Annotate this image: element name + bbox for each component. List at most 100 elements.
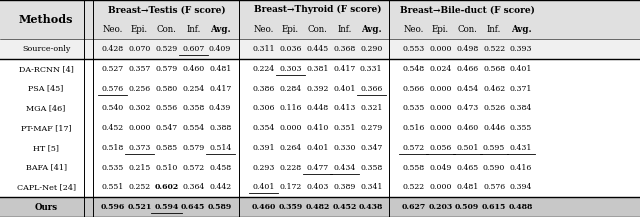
Text: 0.431: 0.431 xyxy=(510,144,532,152)
Text: 0.556: 0.556 xyxy=(156,105,177,112)
Text: 0.438: 0.438 xyxy=(359,203,383,211)
Text: 0.264: 0.264 xyxy=(280,144,301,152)
Text: 0.410: 0.410 xyxy=(307,124,328,132)
Text: 0.252: 0.252 xyxy=(129,183,150,191)
Text: 0.388: 0.388 xyxy=(209,124,231,132)
Text: 0.568: 0.568 xyxy=(483,65,505,73)
Text: 0.347: 0.347 xyxy=(360,144,382,152)
Text: 0.368: 0.368 xyxy=(333,45,355,53)
Text: 0.445: 0.445 xyxy=(307,45,328,53)
Text: 0.589: 0.589 xyxy=(208,203,232,211)
Text: 0.548: 0.548 xyxy=(403,65,424,73)
Text: 0.358: 0.358 xyxy=(182,105,204,112)
Text: 0.540: 0.540 xyxy=(102,105,124,112)
Text: 0.049: 0.049 xyxy=(429,164,451,172)
Text: 0.000: 0.000 xyxy=(429,105,452,112)
Text: 0.522: 0.522 xyxy=(403,183,424,191)
Text: 0.535: 0.535 xyxy=(102,164,124,172)
Text: PT-MAF [17]: PT-MAF [17] xyxy=(20,124,72,132)
Text: Breast→Testis (F score): Breast→Testis (F score) xyxy=(108,5,225,14)
Text: 0.498: 0.498 xyxy=(456,45,478,53)
Text: CAPL-Net [24]: CAPL-Net [24] xyxy=(17,183,76,191)
Text: Con.: Con. xyxy=(457,25,477,34)
Bar xyxy=(0,39,640,59)
Text: 0.392: 0.392 xyxy=(307,85,328,93)
Text: 0.452: 0.452 xyxy=(332,203,356,211)
Text: 0.516: 0.516 xyxy=(403,124,424,132)
Text: Breast→Thyroid (F score): Breast→Thyroid (F score) xyxy=(253,5,381,14)
Text: 0.590: 0.590 xyxy=(483,164,505,172)
Text: 0.394: 0.394 xyxy=(510,183,532,191)
Text: 0.572: 0.572 xyxy=(182,164,204,172)
Text: 0.351: 0.351 xyxy=(333,124,355,132)
Text: 0.473: 0.473 xyxy=(456,105,478,112)
Text: 0.452: 0.452 xyxy=(102,124,124,132)
Text: 0.000: 0.000 xyxy=(279,124,302,132)
Text: 0.000: 0.000 xyxy=(429,183,452,191)
Text: 0.417: 0.417 xyxy=(209,85,231,93)
Text: 0.454: 0.454 xyxy=(456,85,478,93)
Text: 0.580: 0.580 xyxy=(156,85,177,93)
Text: 0.303: 0.303 xyxy=(279,65,302,73)
Text: 0.000: 0.000 xyxy=(429,124,452,132)
Text: 0.359: 0.359 xyxy=(278,203,303,211)
Text: 0.224: 0.224 xyxy=(253,65,275,73)
Text: 0.460: 0.460 xyxy=(252,203,276,211)
Text: Inf.: Inf. xyxy=(186,25,200,34)
Text: 0.566: 0.566 xyxy=(403,85,424,93)
Text: 0.330: 0.330 xyxy=(333,144,356,152)
Text: 0.460: 0.460 xyxy=(182,65,204,73)
Text: 0.522: 0.522 xyxy=(483,45,505,53)
Text: 0.401: 0.401 xyxy=(307,144,328,152)
Text: 0.391: 0.391 xyxy=(252,144,275,152)
Text: 0.585: 0.585 xyxy=(156,144,177,152)
Bar xyxy=(0,59,640,197)
Text: 0.439: 0.439 xyxy=(209,105,231,112)
Text: 0.409: 0.409 xyxy=(209,45,231,53)
Text: 0.386: 0.386 xyxy=(253,85,275,93)
Text: 0.576: 0.576 xyxy=(483,183,505,191)
Text: Con.: Con. xyxy=(307,25,328,34)
Text: 0.514: 0.514 xyxy=(209,144,231,152)
Text: 0.460: 0.460 xyxy=(456,124,478,132)
Text: 0.596: 0.596 xyxy=(100,203,125,211)
Text: 0.116: 0.116 xyxy=(280,105,301,112)
Text: Con.: Con. xyxy=(156,25,177,34)
Text: 0.576: 0.576 xyxy=(102,85,124,93)
Text: 0.000: 0.000 xyxy=(128,124,151,132)
Text: 0.413: 0.413 xyxy=(333,105,355,112)
Text: 0.302: 0.302 xyxy=(129,105,150,112)
Text: 0.357: 0.357 xyxy=(129,65,150,73)
Text: Avg.: Avg. xyxy=(210,25,230,34)
Text: 0.446: 0.446 xyxy=(483,124,505,132)
Text: 0.579: 0.579 xyxy=(182,144,204,152)
Text: 0.481: 0.481 xyxy=(456,183,478,191)
Text: 0.401: 0.401 xyxy=(253,183,275,191)
Text: 0.389: 0.389 xyxy=(333,183,355,191)
Text: 0.393: 0.393 xyxy=(509,45,532,53)
Text: 0.448: 0.448 xyxy=(307,105,328,112)
Text: PSA [45]: PSA [45] xyxy=(28,85,64,93)
Text: 0.627: 0.627 xyxy=(401,203,426,211)
Text: 0.529: 0.529 xyxy=(156,45,177,53)
Text: 0.602: 0.602 xyxy=(154,183,179,191)
Text: 0.595: 0.595 xyxy=(483,144,505,152)
Text: 0.254: 0.254 xyxy=(182,85,204,93)
Text: Epi.: Epi. xyxy=(432,25,449,34)
Text: 0.341: 0.341 xyxy=(360,183,382,191)
Text: Avg.: Avg. xyxy=(361,25,381,34)
Text: 0.311: 0.311 xyxy=(252,45,275,53)
Text: 0.284: 0.284 xyxy=(280,85,301,93)
Text: 0.558: 0.558 xyxy=(403,164,424,172)
Text: Ours: Ours xyxy=(35,203,58,212)
Text: 0.645: 0.645 xyxy=(181,203,205,211)
Text: 0.024: 0.024 xyxy=(429,65,451,73)
Text: 0.481: 0.481 xyxy=(209,65,231,73)
Text: 0.403: 0.403 xyxy=(307,183,328,191)
Text: 0.553: 0.553 xyxy=(403,45,424,53)
Text: 0.416: 0.416 xyxy=(510,164,532,172)
Text: 0.579: 0.579 xyxy=(156,65,177,73)
Text: 0.256: 0.256 xyxy=(129,85,150,93)
Text: 0.056: 0.056 xyxy=(429,144,451,152)
Text: 0.293: 0.293 xyxy=(253,164,275,172)
